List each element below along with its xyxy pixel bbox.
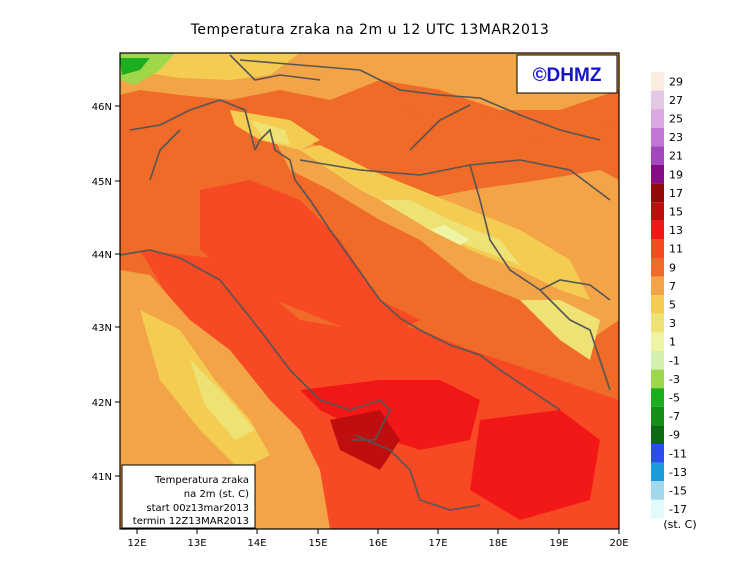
map-frame — [119, 52, 620, 530]
lat-tick-label: 46N — [92, 102, 112, 113]
info-line-2: na 2m (st. C) — [184, 489, 249, 500]
colorbar-label: 29 — [669, 75, 683, 88]
lon-tick-label: 13E — [187, 538, 206, 549]
colorbar-label: 17 — [669, 187, 683, 200]
map-title: Temperatura zraka na 2m u 12 UTC 13MAR20… — [190, 22, 550, 38]
dhmz-logo: ©DHMZ — [516, 54, 618, 94]
latitude-axis: 46N 45N 44N 43N 42N 41N — [92, 102, 120, 483]
info-line-3: start 00z13mar2013 — [146, 503, 249, 514]
colorbar-label: 15 — [669, 206, 683, 219]
colorbar-swatch — [651, 258, 664, 277]
lon-tick-label: 20E — [609, 538, 628, 549]
colorbar-label: -5 — [669, 392, 680, 405]
colorbar-swatch — [651, 425, 664, 444]
colorbar-label: -1 — [669, 354, 680, 367]
colorbar-label: -15 — [669, 485, 687, 498]
colorbar-swatch — [651, 462, 664, 482]
colorbar-label: 13 — [669, 224, 683, 237]
colorbar-label: 11 — [669, 243, 683, 256]
colorbar-label: -13 — [669, 466, 687, 479]
colorbar-swatch — [651, 72, 664, 91]
lon-tick-label: 16E — [368, 538, 387, 549]
colorbar-swatch — [651, 351, 664, 370]
info-line-1: Temperatura zraka — [154, 475, 249, 486]
lon-tick-label: 14E — [247, 538, 266, 549]
colorbar-label: 21 — [669, 150, 683, 163]
colorbar-label: 3 — [669, 317, 676, 330]
colorbar-label: -9 — [669, 429, 680, 442]
info-line-4: termin 12Z13MAR2013 — [133, 516, 249, 527]
colorbar-swatch — [651, 406, 664, 426]
lon-tick-label: 12E — [127, 538, 146, 549]
lon-tick-label: 15E — [308, 538, 327, 549]
colorbar-swatch — [651, 109, 664, 128]
lon-tick-label: 19E — [549, 538, 568, 549]
lat-tick-label: 43N — [92, 323, 112, 334]
colorbar-label: 23 — [669, 131, 683, 144]
colorbar-swatch — [651, 165, 664, 184]
coastlines-borders — [120, 54, 611, 511]
lat-tick-label: 45N — [92, 177, 112, 188]
colorbar-swatch — [651, 481, 664, 500]
colorbar-label: -7 — [669, 410, 680, 423]
colorbar-swatch — [651, 90, 664, 110]
colorbar-label: 9 — [669, 261, 676, 274]
lon-tick-label: 18E — [488, 538, 507, 549]
colorbar-swatch — [651, 127, 664, 147]
lon-tick-label: 17E — [428, 538, 447, 549]
colorbar-swatch — [651, 313, 664, 333]
colorbar-label: 7 — [669, 280, 676, 293]
colorbar-label: -17 — [669, 503, 687, 516]
colorbar-swatch — [651, 276, 664, 296]
colorbar-swatch — [651, 444, 664, 463]
lat-tick-label: 41N — [92, 472, 112, 483]
longitude-axis: 12E 13E 14E 15E 16E 17E 18E 19E 20E — [127, 529, 629, 549]
colorbar-swatch — [651, 146, 664, 165]
colorbar-swatch — [651, 499, 664, 519]
colorbar-label: 1 — [669, 336, 676, 349]
colorbar-label: 25 — [669, 113, 683, 126]
colorbar-swatch — [651, 202, 664, 221]
colorbar-label: 27 — [669, 94, 683, 107]
colorbar-label: 19 — [669, 168, 683, 181]
colorbar-label: -11 — [669, 447, 687, 460]
colorbar-swatch — [651, 388, 664, 407]
colorbar: 29 27 25 23 21 19 17 15 13 11 9 7 5 3 1 -1 -3 -5 -7 -9 -11 -1… — [651, 72, 687, 519]
lat-tick-label: 44N — [92, 250, 112, 261]
colorbar-label: -3 — [669, 373, 680, 386]
colorbar-swatch — [651, 239, 664, 258]
lat-tick-label: 42N — [92, 398, 112, 409]
info-box: Temperatura zraka na 2m (st. C) start 00… — [121, 464, 256, 529]
colorbar-swatch — [651, 183, 664, 203]
logo-text: ©DHMZ — [533, 65, 602, 86]
colorbar-unit: (st. C) — [663, 518, 696, 531]
colorbar-swatch — [651, 220, 664, 240]
colorbar-swatch — [651, 369, 664, 389]
colorbar-label: 5 — [669, 299, 676, 312]
colorbar-swatch — [651, 332, 664, 351]
colorbar-swatch — [651, 295, 664, 314]
